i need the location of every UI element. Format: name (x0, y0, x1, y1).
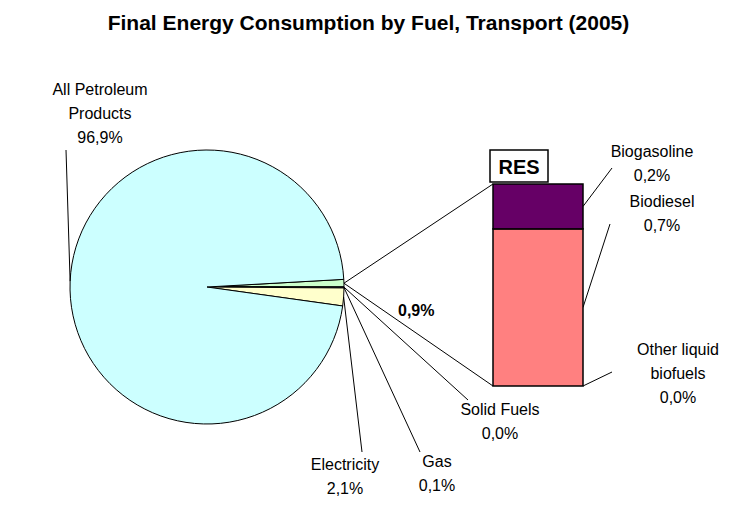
svg-text:Electricity2,1%: Electricity2,1% (311, 456, 379, 497)
svg-text:RES: RES (498, 156, 539, 178)
svg-text:All PetroleumProducts96,9%: All PetroleumProducts96,9% (52, 81, 147, 146)
svg-text:Final Energy Consumption by Fu: Final Energy Consumption by Fuel, Transp… (108, 11, 630, 34)
svg-text:Gas0,1%: Gas0,1% (419, 453, 455, 494)
svg-text:Solid Fuels0,0%: Solid Fuels0,0% (460, 401, 539, 442)
svg-text:0,9%: 0,9% (398, 302, 434, 319)
svg-text:Other liquidbiofuels0,0%: Other liquidbiofuels0,0% (637, 341, 719, 406)
svg-text:Biogasoline0,2%: Biogasoline0,2% (611, 143, 694, 184)
svg-text:Biodiesel0,7%: Biodiesel0,7% (630, 193, 695, 234)
